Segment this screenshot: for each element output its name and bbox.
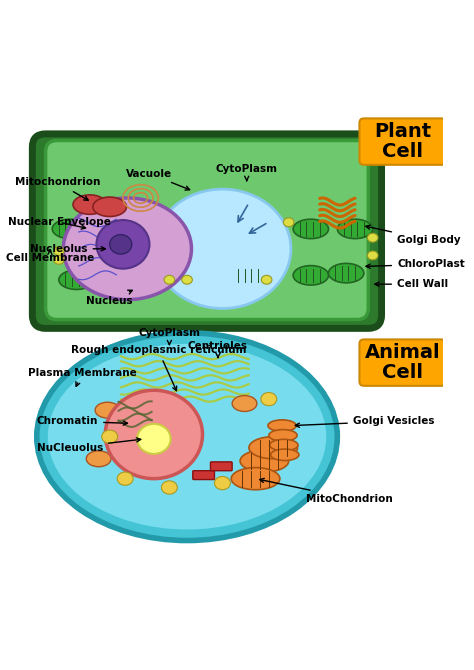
Text: Golgi Body: Golgi Body: [366, 225, 461, 245]
Text: CytoPlasm: CytoPlasm: [138, 328, 201, 344]
Text: Golgi Vesicles: Golgi Vesicles: [295, 416, 434, 427]
Ellipse shape: [367, 251, 378, 260]
Ellipse shape: [59, 270, 94, 289]
Ellipse shape: [48, 344, 326, 529]
Text: Plasma Membrane: Plasma Membrane: [28, 368, 137, 387]
Ellipse shape: [52, 219, 88, 239]
Ellipse shape: [73, 195, 107, 214]
Ellipse shape: [54, 247, 64, 255]
FancyBboxPatch shape: [32, 134, 382, 328]
Ellipse shape: [269, 429, 297, 441]
Ellipse shape: [37, 333, 337, 541]
Text: Animal
Cell: Animal Cell: [365, 343, 440, 383]
Ellipse shape: [86, 451, 111, 467]
Text: Vacuole: Vacuole: [127, 169, 190, 190]
Text: Nuclear Envelope: Nuclear Envelope: [8, 217, 111, 229]
FancyBboxPatch shape: [359, 340, 446, 386]
Text: Plant
Cell: Plant Cell: [374, 122, 431, 161]
Ellipse shape: [102, 430, 118, 444]
Ellipse shape: [268, 420, 296, 431]
Text: Nucleolus: Nucleolus: [30, 244, 105, 254]
Ellipse shape: [214, 476, 230, 490]
Ellipse shape: [261, 275, 272, 284]
Ellipse shape: [154, 189, 291, 308]
Text: Centrioles: Centrioles: [188, 341, 248, 357]
Ellipse shape: [270, 440, 298, 451]
Ellipse shape: [367, 233, 378, 242]
Ellipse shape: [105, 390, 202, 478]
Text: Chromatin: Chromatin: [37, 416, 128, 426]
Ellipse shape: [249, 437, 298, 459]
Ellipse shape: [95, 402, 120, 418]
Ellipse shape: [182, 275, 192, 284]
Ellipse shape: [54, 255, 64, 264]
FancyBboxPatch shape: [359, 119, 446, 165]
Ellipse shape: [232, 395, 257, 411]
Text: Mitochondrion: Mitochondrion: [15, 178, 100, 200]
FancyBboxPatch shape: [210, 462, 232, 471]
Ellipse shape: [231, 265, 266, 285]
Ellipse shape: [117, 472, 133, 485]
Ellipse shape: [328, 263, 364, 283]
Ellipse shape: [164, 275, 175, 284]
FancyBboxPatch shape: [193, 471, 214, 480]
Ellipse shape: [271, 449, 299, 460]
Ellipse shape: [63, 198, 191, 299]
Text: CytoPlasm: CytoPlasm: [216, 164, 278, 180]
Text: Rough endoplasmic reticulum: Rough endoplasmic reticulum: [71, 346, 246, 391]
Ellipse shape: [293, 265, 328, 285]
Text: NuCleuolus: NuCleuolus: [37, 438, 141, 453]
Ellipse shape: [293, 219, 328, 239]
Text: Cell Wall: Cell Wall: [375, 279, 448, 289]
Ellipse shape: [109, 234, 132, 254]
Ellipse shape: [337, 219, 373, 239]
FancyBboxPatch shape: [46, 141, 368, 320]
Ellipse shape: [93, 197, 127, 216]
Ellipse shape: [137, 424, 171, 454]
Text: ChloroPlast: ChloroPlast: [366, 259, 465, 269]
Text: MitoChondrion: MitoChondrion: [260, 478, 393, 504]
Ellipse shape: [162, 481, 177, 494]
Ellipse shape: [261, 393, 277, 406]
Ellipse shape: [283, 218, 294, 226]
Ellipse shape: [96, 220, 149, 269]
Text: Cell Membrane: Cell Membrane: [6, 250, 94, 263]
Ellipse shape: [240, 450, 289, 472]
Ellipse shape: [231, 468, 280, 490]
Text: Nucleus: Nucleus: [86, 290, 133, 306]
